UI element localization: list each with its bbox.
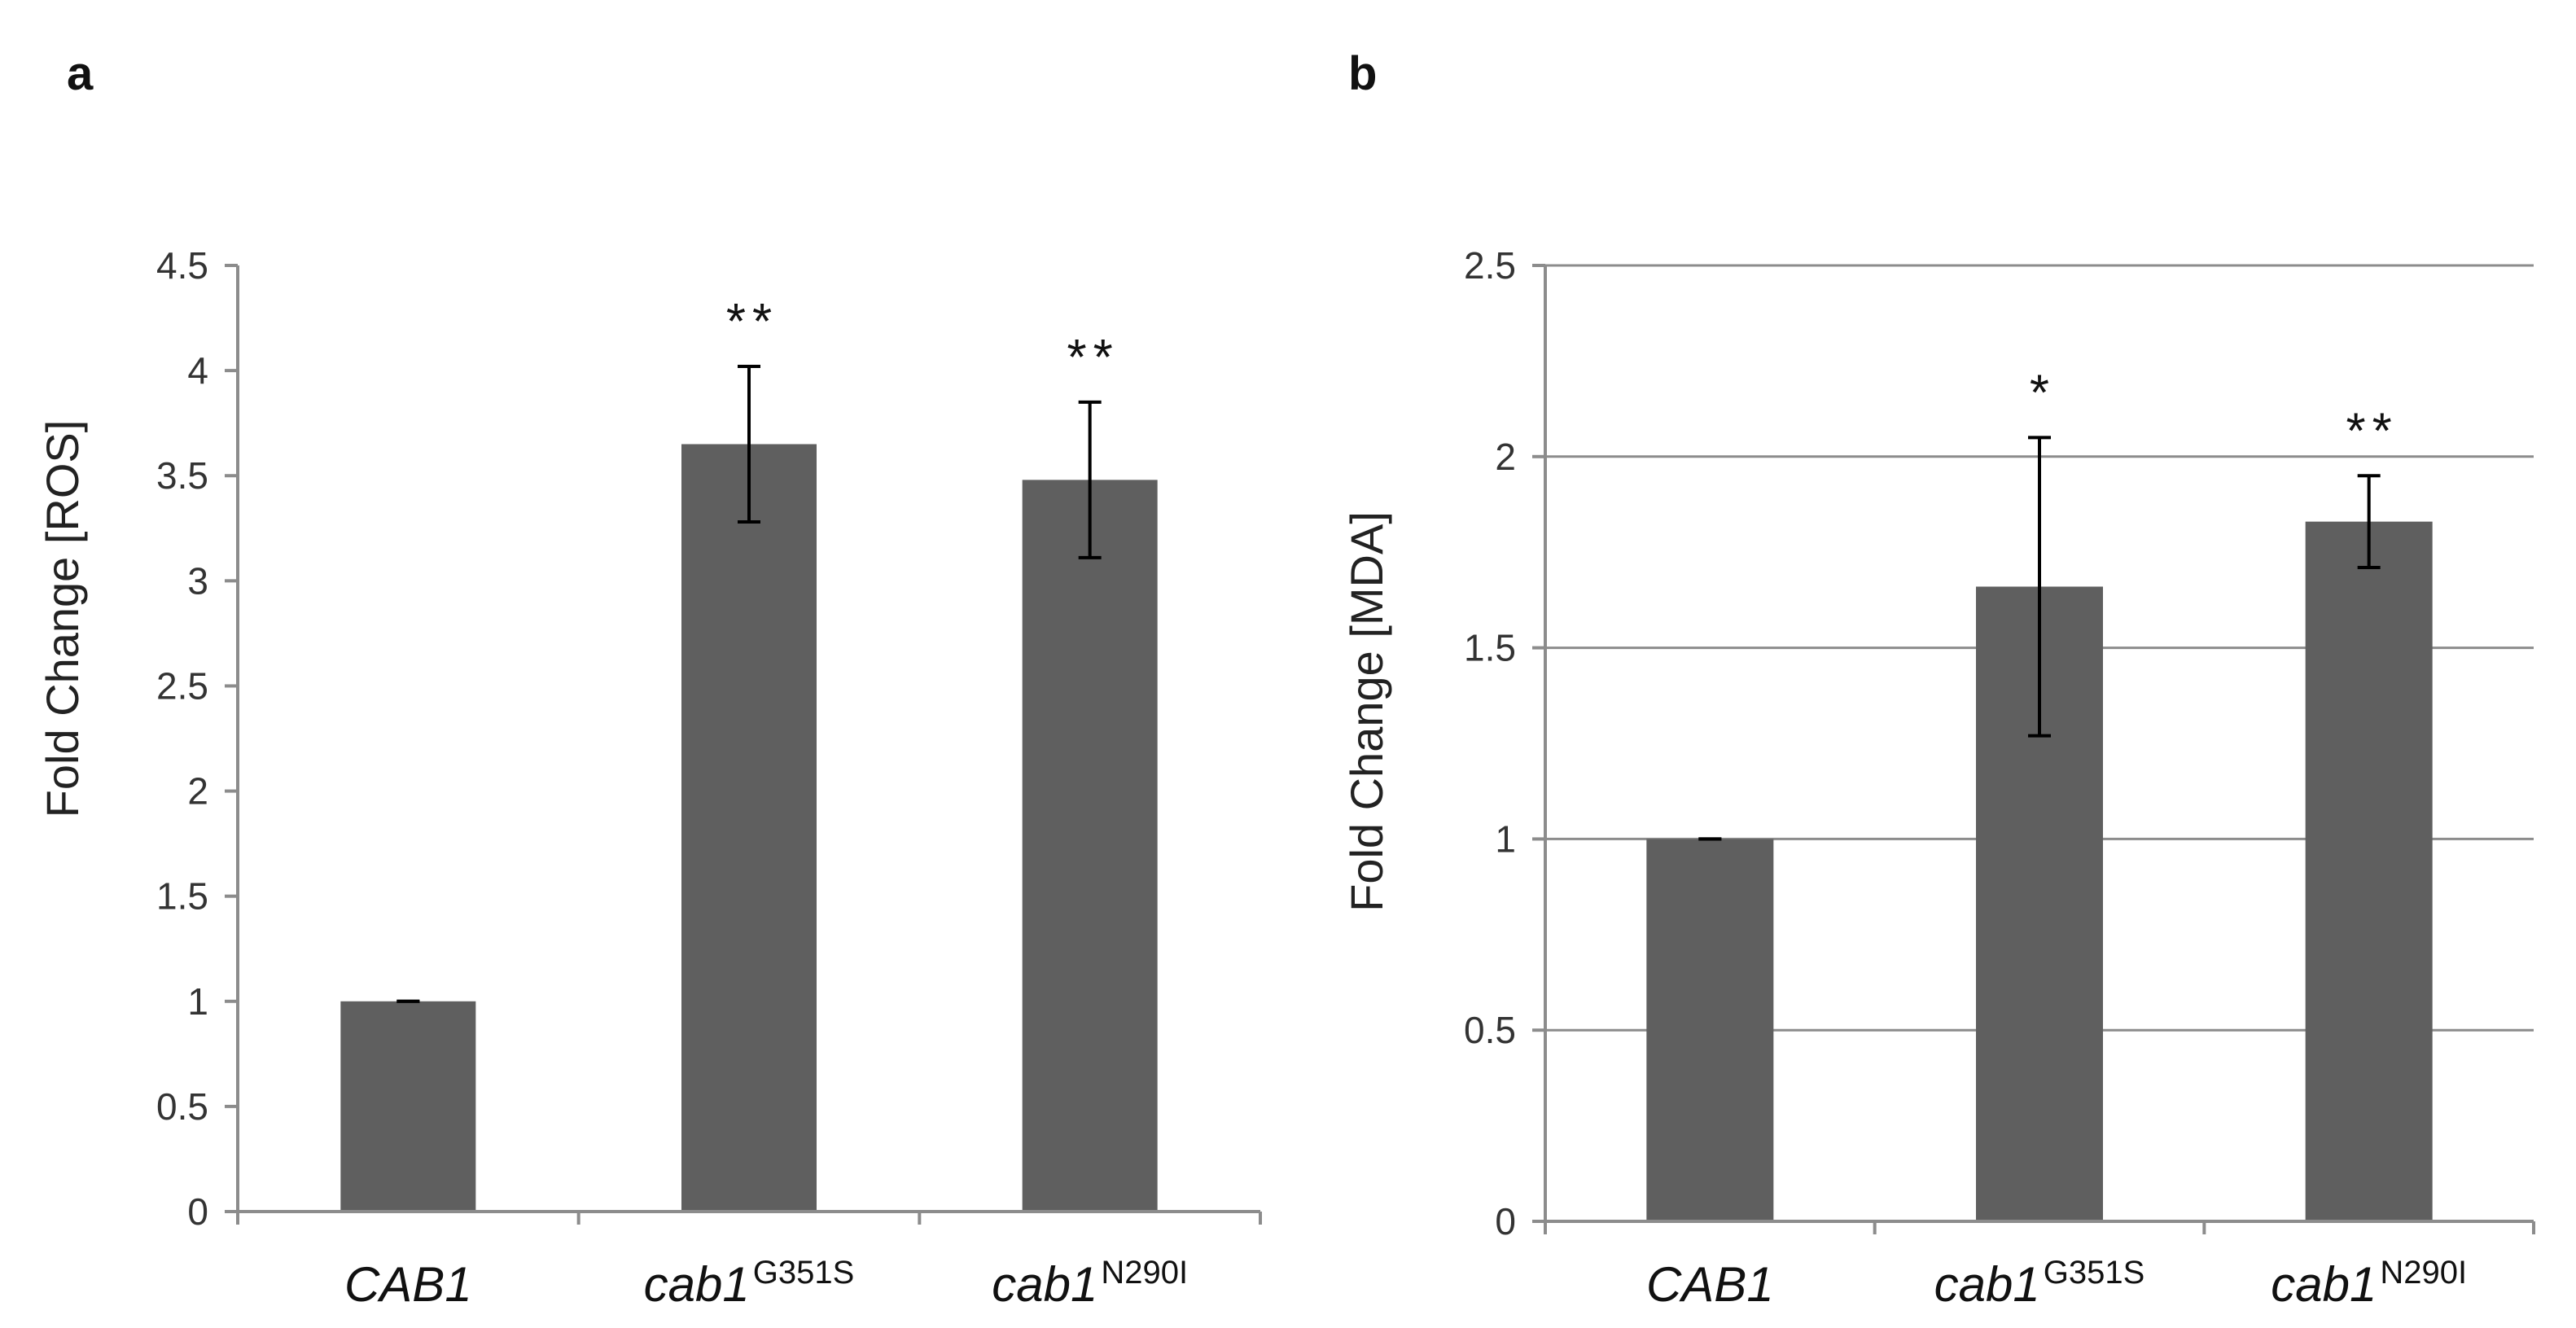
chart-panel-b: b CAB1*cab1 G351S**cab1 N290I00.511.522.5 … <box>1341 47 2535 1312</box>
panel-b-significance-label: ** <box>2346 403 2399 459</box>
panel-b-bars <box>1646 436 2433 1221</box>
panel-b-category-name: cab1 <box>1934 1257 2040 1312</box>
panel-a-y-tick-label: 3.5 <box>156 454 208 497</box>
panel-a-labels: CAB1**cab1 G351S**cab1 N290I00.511.522.533… <box>156 244 1188 1312</box>
panel-b-category-label: CAB1 <box>1646 1257 1774 1312</box>
panel-a-significance-label: ** <box>1067 330 1119 386</box>
panel-a-category-superscript: N290I <box>1101 1255 1188 1291</box>
chart-panel-a: a CAB1**cab1 G351S**cab1 N290I00.511.522.5… <box>37 47 1262 1312</box>
panel-a-significance-label: ** <box>726 294 778 350</box>
panel-b-category-name: CAB1 <box>1646 1257 1774 1312</box>
panel-a-y-tick-label: 2 <box>187 770 208 813</box>
panel-a-y-tick-label: 0.5 <box>156 1085 208 1128</box>
panel-b-error-bar <box>2028 436 2051 738</box>
panel-a-error-bar <box>738 364 760 524</box>
panel-a-bar <box>340 1001 476 1212</box>
panel-a-category-label: cab1 N290I <box>992 1255 1188 1312</box>
panel-a-category-label: CAB1 <box>344 1257 472 1312</box>
panel-a-category-name: cab1 <box>992 1257 1097 1312</box>
panel-b-category-name: cab1 <box>2271 1257 2377 1312</box>
panel-b-letter: b <box>1348 47 1377 100</box>
panel-b-error-bar <box>2357 474 2381 569</box>
panel-b-y-tick-label: 2 <box>1495 436 1516 478</box>
panel-b-bar <box>2305 521 2433 1221</box>
panel-a-category-superscript: G351S <box>753 1255 855 1291</box>
panel-a-bar <box>681 444 817 1212</box>
panel-b-y-axis-title: Fold Change [MDA] <box>1341 511 1392 912</box>
panel-a-y-tick-label: 4.5 <box>156 244 208 287</box>
panel-b-axes <box>1532 264 2535 1234</box>
panel-b-category-label: cab1 G351S <box>1934 1255 2145 1312</box>
panel-b-y-tick-label: 2.5 <box>1464 244 1516 287</box>
panel-a-y-tick-label: 0 <box>187 1190 208 1233</box>
panel-a-bar <box>1022 480 1158 1212</box>
panel-b-y-tick-label: 1 <box>1495 817 1516 860</box>
panel-b-category-superscript: G351S <box>2044 1255 2145 1291</box>
panel-a-y-tick-label: 2.5 <box>156 664 208 707</box>
panel-a-error-bar <box>1078 400 1102 559</box>
panel-b-category-superscript: N290I <box>2380 1255 2467 1291</box>
panel-a-letter: a <box>67 47 94 100</box>
panel-b-y-tick-label: 0 <box>1495 1200 1516 1243</box>
panel-b-y-tick-label: 1.5 <box>1464 627 1516 669</box>
panel-a-axes <box>225 264 1262 1225</box>
panel-a-category-name: CAB1 <box>344 1257 472 1312</box>
panel-a-bars <box>340 364 1158 1212</box>
panel-a-category-name: cab1 <box>644 1257 750 1312</box>
panel-a-y-axis-title: Fold Change [ROS] <box>37 420 88 818</box>
panel-b-significance-label: * <box>2030 365 2056 421</box>
panel-b-y-tick-label: 0.5 <box>1464 1009 1516 1051</box>
panel-a-y-tick-label: 4 <box>187 349 208 392</box>
panel-a-y-tick-label: 1 <box>187 980 208 1023</box>
panel-a-category-label: cab1 G351S <box>644 1255 855 1312</box>
panel-b-bar <box>1646 839 1774 1221</box>
panel-a-y-tick-label: 3 <box>187 559 208 602</box>
panel-a-y-tick-label: 1.5 <box>156 875 208 918</box>
panel-b-category-label: cab1 N290I <box>2271 1255 2467 1312</box>
